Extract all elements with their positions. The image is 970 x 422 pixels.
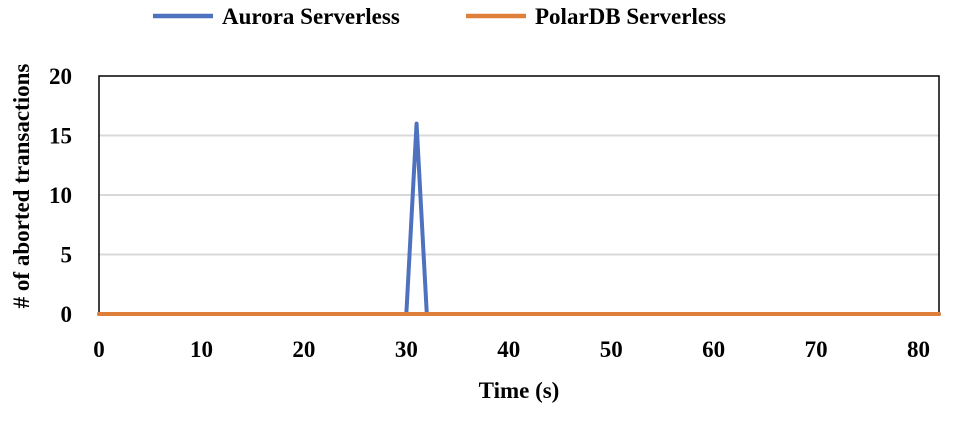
x-tick-label-70: 70	[805, 337, 828, 362]
y-tick-label-0: 0	[61, 302, 73, 327]
y-tick-label-5: 5	[61, 243, 73, 268]
x-tick-label-30: 30	[395, 337, 418, 362]
x-tick-label-40: 40	[497, 337, 520, 362]
y-axis-ticks: 0 5 10 15 20	[49, 64, 72, 327]
y-tick-label-10: 10	[49, 183, 72, 208]
legend: Aurora Serverless PolarDB Serverless	[153, 4, 726, 29]
x-tick-label-60: 60	[702, 337, 725, 362]
x-tick-label-50: 50	[600, 337, 623, 362]
legend-label-polardb-serverless: PolarDB Serverless	[535, 4, 726, 29]
legend-label-aurora-serverless: Aurora Serverless	[222, 4, 400, 29]
x-tick-label-0: 0	[93, 337, 105, 362]
series-line-aurora-serverless	[97, 121, 941, 316]
x-tick-label-80: 80	[907, 337, 930, 362]
y-tick-label-15: 15	[49, 124, 72, 149]
y-tick-label-20: 20	[49, 64, 72, 89]
x-tick-label-20: 20	[292, 337, 315, 362]
x-axis-ticks: 0 10 20 30 40 50 60 70 80	[93, 337, 930, 362]
x-tick-label-10: 10	[190, 337, 213, 362]
x-axis-title: Time (s)	[479, 378, 560, 403]
y-axis-title: # of aborted transactions	[9, 64, 34, 309]
series-layer	[97, 121, 941, 316]
gridlines	[99, 134, 939, 256]
